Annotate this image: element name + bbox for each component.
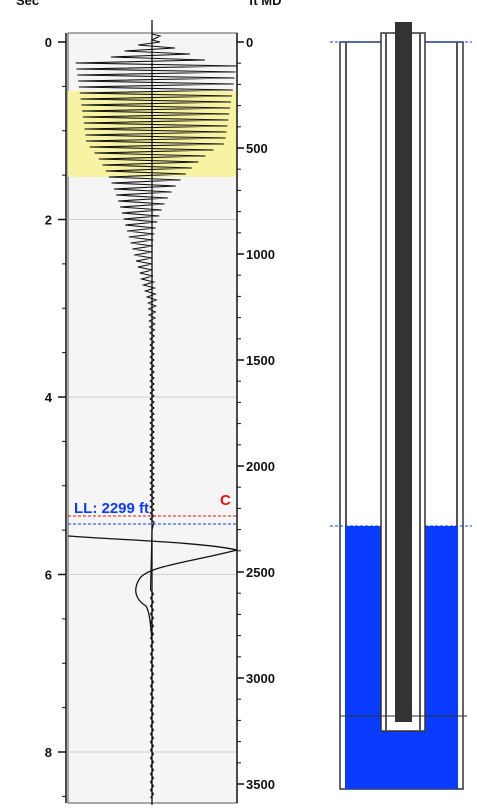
wellbore-schematic [330, 22, 472, 790]
liquid-level-echo [67, 535, 238, 641]
time-axis: 0 2 4 6 8 [45, 33, 67, 803]
depth-tick-label: 2000 [246, 459, 275, 474]
depth-tick-label: 1000 [246, 247, 275, 262]
depth-tick-label: 3000 [246, 671, 275, 686]
casing-inner-left-wall [345, 42, 347, 789]
time-tick-label: 6 [45, 568, 52, 583]
depth-tick-label: 500 [246, 141, 268, 156]
depth-tick-label: 3500 [246, 777, 275, 792]
depth-tick-label: 2500 [246, 565, 275, 580]
acoustic-trace [75, 33, 237, 799]
casing-inner-right-wall [456, 42, 458, 789]
depth-axis-header: ft MD [249, 0, 282, 8]
liquid-level-label[interactable]: LL: 2299 ft [74, 500, 149, 517]
time-axis-header: Sec [16, 0, 40, 8]
time-tick-label: 2 [45, 213, 52, 228]
tubing-inner-right-wall [419, 33, 421, 731]
depth-tick-label: 0 [246, 35, 253, 50]
time-tick-label: 0 [45, 35, 52, 50]
depth-axis: 0 500 1000 1500 2000 2500 3000 3500 [236, 33, 275, 803]
time-tick-label: 4 [45, 390, 53, 405]
acoustic-trace-panel: LL: 2299 ft C [67, 20, 238, 805]
collar-marker-c[interactable]: C [220, 492, 231, 509]
sucker-rod-string [395, 22, 412, 722]
time-tick-label: 8 [45, 745, 52, 760]
tubing-inner-left-wall [385, 33, 387, 731]
depth-tick-label: 1500 [246, 353, 275, 368]
